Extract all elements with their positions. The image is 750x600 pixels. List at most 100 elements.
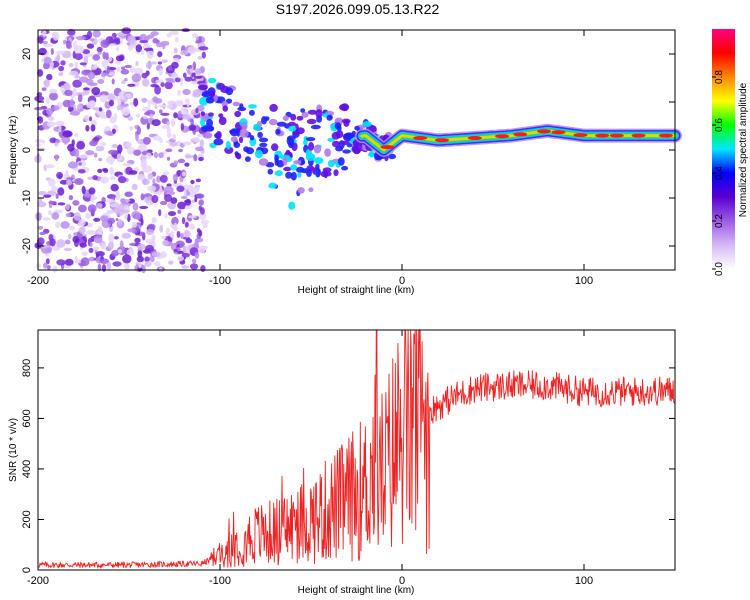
noise-blob [64, 258, 74, 266]
noise-blob [46, 108, 54, 116]
signal-blob [222, 105, 229, 112]
noise-blob [136, 126, 141, 135]
colorbar-tick-label: 0.6 [714, 118, 725, 132]
noise-blob [109, 43, 117, 47]
signal-blob [244, 156, 251, 162]
noise-blob [42, 29, 47, 37]
noise-blob [47, 210, 53, 216]
noise-blob [112, 261, 122, 267]
signal-blob [351, 130, 357, 137]
noise-blob [68, 106, 74, 113]
signal-blob [325, 171, 332, 177]
signal-blob [206, 118, 214, 128]
noise-blob [164, 194, 173, 202]
noise-blob [198, 205, 202, 211]
noise-blob [176, 230, 181, 238]
signal-blob [300, 168, 311, 174]
noise-blob [52, 32, 60, 41]
signal-blob [213, 138, 224, 146]
noise-blob [116, 105, 124, 111]
noise-blob [124, 263, 130, 270]
signal-blob [308, 187, 314, 192]
noise-blob [184, 221, 189, 228]
noise-blob [151, 216, 157, 224]
noise-blob [66, 177, 74, 181]
noise-blob [86, 43, 95, 49]
snr-xtick-label: -200 [27, 575, 49, 587]
colorbar-ticks: 0.0 0.2 0.4 0.6 0.8 [712, 70, 725, 276]
signal-blob [201, 91, 211, 98]
noise-blob [194, 240, 199, 249]
noise-blob [147, 223, 156, 230]
ridge-peak [537, 129, 551, 134]
noise-blob [35, 138, 43, 144]
noise-blob [184, 230, 190, 238]
noise-blob [55, 193, 59, 199]
noise-blob [43, 44, 53, 48]
noise-blob [95, 145, 105, 152]
noise-blob [177, 255, 185, 262]
noise-blob [176, 185, 185, 193]
noise-blob [201, 51, 206, 59]
noise-blob [161, 59, 168, 63]
noise-blob [178, 148, 184, 153]
signal-blob [342, 149, 351, 154]
noise-blob [81, 251, 88, 256]
noise-blob [120, 103, 129, 107]
snr-panel: -200 -100 0 100 0 200 400 600 800 Height of stra… [8, 329, 676, 596]
noise-blob [157, 61, 163, 65]
noise-blob [99, 258, 110, 265]
noise-blob [173, 248, 178, 253]
noise-blob [80, 257, 90, 266]
noise-blob [124, 93, 132, 99]
signal-blob [300, 108, 306, 113]
noise-blob [45, 258, 50, 265]
noise-blob [152, 178, 156, 185]
snr-xtick-label: -100 [209, 575, 231, 587]
noise-blob [121, 27, 132, 34]
noise-blob [115, 55, 124, 62]
noise-blob [125, 141, 132, 148]
signal-blob [269, 103, 278, 112]
noise-blob [126, 146, 136, 155]
noise-blob [184, 205, 192, 210]
noise-blob [99, 176, 110, 184]
signal-blob [225, 140, 231, 150]
noise-blob [79, 242, 87, 248]
noise-blob [129, 125, 134, 131]
spectrogram-xtick-label: 0 [399, 275, 405, 287]
noise-blob [135, 113, 141, 118]
noise-blob [110, 183, 119, 192]
spectrogram-marks [34, 27, 682, 274]
signal-blob [362, 121, 372, 128]
noise-blob [55, 221, 61, 229]
noise-blob [147, 99, 151, 108]
noise-blob [52, 265, 58, 273]
noise-blob [161, 125, 171, 129]
noise-blob [120, 69, 130, 75]
noise-blob [42, 62, 50, 70]
noise-blob [138, 261, 142, 269]
noise-blob [51, 212, 60, 220]
noise-blob [88, 116, 93, 122]
signal-blob [200, 111, 205, 117]
noise-blob [151, 194, 159, 204]
snr-series-line [37, 329, 676, 570]
signal-blob [343, 119, 350, 127]
noise-blob [98, 158, 103, 162]
noise-blob [164, 213, 168, 219]
noise-blob [198, 199, 204, 206]
noise-blob [166, 104, 174, 109]
noise-blob [134, 67, 144, 76]
signal-blob [205, 96, 215, 104]
noise-blob [140, 193, 145, 201]
noise-blob [197, 56, 203, 60]
noise-blob [166, 33, 172, 38]
noise-blob [177, 209, 182, 214]
noise-blob [73, 212, 81, 221]
signal-blob [248, 104, 257, 109]
noise-blob [198, 46, 209, 51]
noise-blob [182, 72, 187, 79]
signal-blob [368, 125, 377, 133]
noise-blob [100, 141, 107, 147]
